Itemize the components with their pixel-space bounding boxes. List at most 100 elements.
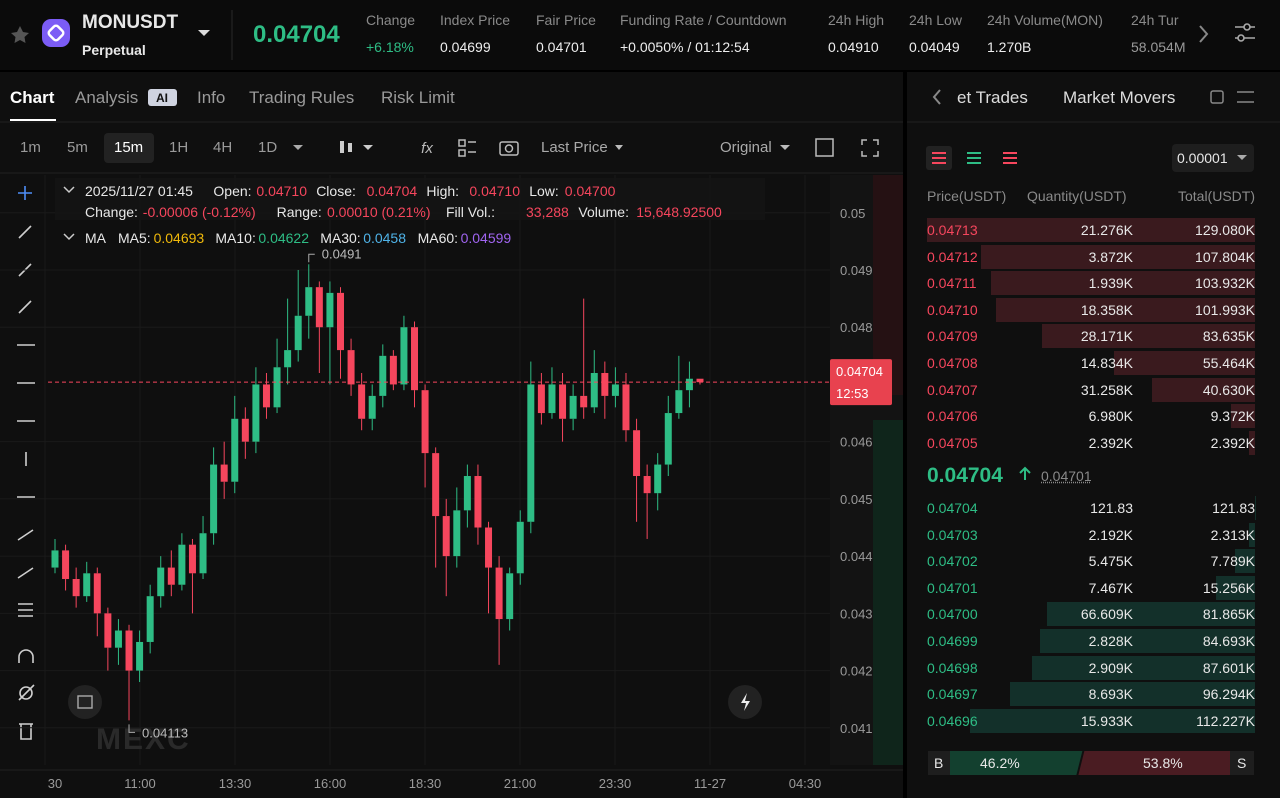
- chart-heat-bottom: [873, 420, 903, 765]
- view-mode[interactable]: Original: [720, 139, 772, 156]
- x-tick-label: 16:00: [314, 776, 347, 791]
- panel-settings[interactable]: [1237, 91, 1254, 103]
- ob-total: 40.630K: [1202, 381, 1255, 398]
- ob-quantity: 18.358K: [1080, 301, 1133, 318]
- ob-total: 103.932K: [1195, 275, 1255, 292]
- ma-value: 0.04693: [153, 230, 205, 246]
- ai-badge-icon: AI: [156, 91, 168, 105]
- ob-price: 0.04700: [927, 606, 978, 623]
- header-bar: [0, 0, 1280, 70]
- interval[interactable]: 5m: [67, 139, 88, 156]
- depth-bar: [1032, 655, 1255, 680]
- tab[interactable]: Risk Limit: [381, 88, 455, 107]
- candle-body: [580, 395, 588, 408]
- depth-bar: [1151, 377, 1255, 402]
- window-icon[interactable]: [815, 138, 834, 157]
- ob-quantity: 66.609K: [1080, 606, 1133, 623]
- ob-total: 101.993K: [1195, 301, 1255, 318]
- interval[interactable]: 4H: [213, 139, 233, 156]
- stat-value: 1.270B: [987, 39, 1032, 55]
- interval[interactable]: 1m: [20, 139, 41, 156]
- ob-tab[interactable]: et Trades: [957, 88, 1028, 107]
- scroll-right[interactable]: [1199, 25, 1209, 43]
- depth-bar: [969, 708, 1255, 733]
- ob-price: 0.04711: [927, 275, 977, 292]
- ma-collapse: [63, 233, 75, 241]
- y-tick-label: 0.048: [840, 320, 873, 335]
- tab-scroll-left[interactable]: [932, 89, 941, 105]
- tab[interactable]: Chart: [10, 88, 55, 107]
- symbol-dropdown[interactable]: [198, 30, 210, 36]
- candle-body: [548, 384, 556, 414]
- interval[interactable]: 1H: [169, 139, 189, 156]
- y-tick-label: 0.043: [840, 606, 873, 621]
- candle-body: [284, 350, 292, 368]
- ob-total: 112.227K: [1196, 712, 1255, 729]
- candle-body: [294, 315, 302, 351]
- precision[interactable]: 0.00001: [1177, 150, 1228, 166]
- favorite-star[interactable]: [11, 26, 29, 43]
- candle-body: [188, 544, 196, 574]
- candle-body: [569, 395, 577, 419]
- tab[interactable]: Info: [197, 88, 226, 107]
- candle-body: [252, 384, 260, 442]
- ob-price: 0.04705: [927, 434, 978, 451]
- interval[interactable]: 1D: [258, 139, 278, 156]
- y-tick-label: 0.044: [840, 549, 873, 564]
- candle-body: [114, 630, 122, 648]
- candle-body: [537, 384, 545, 414]
- candle-body: [601, 373, 609, 396]
- depth-bar: [990, 271, 1255, 296]
- price-type-dropdown[interactable]: [615, 145, 623, 150]
- ma-value: 0.04622: [258, 230, 309, 246]
- stat-label: 24h Volume(MON): [987, 12, 1103, 28]
- x-tick-label: 11:00: [124, 776, 156, 791]
- info-value: 33,288: [526, 204, 569, 220]
- ob-view-icons[interactable]: [932, 152, 1017, 164]
- tab[interactable]: Trading Rules: [249, 88, 355, 107]
- stat-value: +0.0050% / 01:12:54: [620, 39, 750, 55]
- candle-body: [336, 292, 344, 351]
- candle-body: [72, 579, 80, 597]
- ob-price: 0.04704: [927, 500, 978, 516]
- candle-body: [379, 355, 387, 396]
- ob-tab[interactable]: Market Movers: [1063, 88, 1176, 107]
- camera-icon[interactable]: [499, 141, 519, 156]
- candle-type-icon[interactable]: [340, 141, 373, 153]
- y-tick-label: 0.041: [840, 721, 873, 736]
- info-collapse: [63, 186, 75, 194]
- ob-quantity: 2.909K: [1088, 659, 1133, 676]
- replay-icon: [77, 695, 93, 709]
- view-dropdown[interactable]: [780, 145, 790, 150]
- interval[interactable]: 15m: [114, 139, 144, 156]
- x-tick-label: 18:30: [409, 776, 442, 791]
- panel-icon[interactable]: [1210, 90, 1224, 104]
- tab[interactable]: Analysis: [75, 88, 139, 107]
- interval-dropdown[interactable]: [293, 145, 303, 150]
- ob-total: 15.256K: [1202, 579, 1255, 596]
- precision-dropdown[interactable]: [1237, 155, 1247, 160]
- high-marker: [308, 253, 315, 263]
- layout-icon[interactable]: [458, 139, 476, 157]
- ob-quantity: 21.276K: [1080, 222, 1133, 238]
- depth-bar: [981, 244, 1255, 269]
- info-key: Close:: [316, 183, 356, 199]
- candle-body: [231, 418, 239, 482]
- price-type[interactable]: Last Price: [541, 139, 608, 156]
- fullscreen-icon[interactable]: [861, 139, 879, 157]
- drawing-tools[interactable]: [17, 186, 35, 740]
- candle-body: [315, 287, 323, 328]
- y-tick-label: 0.05: [840, 206, 865, 221]
- settings-icon[interactable]: [1235, 23, 1255, 42]
- candle-body: [104, 613, 112, 648]
- replay-button[interactable]: [68, 685, 102, 719]
- candle-body: [654, 464, 662, 494]
- precision-select[interactable]: [1172, 144, 1254, 172]
- ma-key: MA30:: [320, 230, 361, 246]
- candle-body: [474, 476, 482, 528]
- candle-body: [51, 550, 59, 568]
- stat-label: Funding Rate / Countdown: [620, 12, 787, 28]
- indicator-icon[interactable]: fx: [421, 140, 433, 157]
- ratio-buy: [950, 751, 1083, 775]
- stat-label: 24h High: [828, 12, 885, 28]
